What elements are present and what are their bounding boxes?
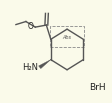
Text: BrH: BrH (89, 83, 106, 92)
Bar (50, 26, 84, 47)
Text: H₂N: H₂N (22, 63, 38, 72)
Text: O: O (28, 22, 34, 31)
Polygon shape (39, 60, 51, 69)
Text: Abs: Abs (63, 35, 72, 40)
